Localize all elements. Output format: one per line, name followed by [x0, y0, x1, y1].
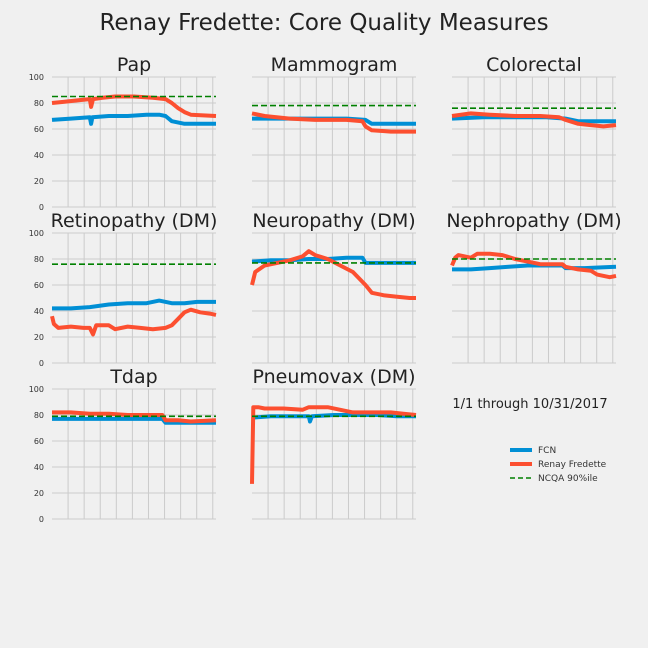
y-tick-label: 100	[29, 229, 44, 238]
chart-panels: 0 20 40 60 80 100 Pap Mammogram Colorectal 0 20 40 6…	[29, 54, 622, 524]
provider-series-line	[451, 111, 617, 129]
panel-title: Colorectal	[486, 54, 582, 76]
provider-series-line	[52, 410, 217, 424]
y-tick-label: 20	[34, 489, 44, 498]
fcn-series-line	[51, 112, 216, 126]
y-tick-label: 40	[34, 463, 44, 472]
panel-title: Tdap	[109, 366, 157, 388]
y-tick-label: 80	[34, 411, 44, 420]
y-tick-label: 40	[34, 151, 44, 160]
date-range-note: 1/1 through 10/31/2017	[452, 397, 607, 412]
panel-nephropathy-dm: Nephropathy (DM)	[446, 210, 622, 364]
y-tick-label: 80	[34, 99, 44, 108]
panel-retinopathy-dm: 0 20 40 60 80 100 Retinopathy (DM)	[29, 210, 218, 368]
y-tick-label: 100	[29, 385, 44, 394]
y-tick-label: 60	[34, 437, 44, 446]
y-tick-label: 60	[34, 125, 44, 134]
provider-series-line	[250, 405, 417, 484]
panel-neuropathy-dm: Neuropathy (DM)	[250, 210, 416, 364]
panel-title: Mammogram	[271, 54, 398, 76]
panel-colorectal: Colorectal	[451, 54, 617, 208]
panel-tdap: 0 20 40 60 80 100 Tdap	[29, 366, 217, 524]
provider-series-line	[51, 94, 217, 118]
panel-title: Neuropathy (DM)	[252, 210, 415, 232]
fcn-series-line	[52, 298, 216, 311]
provider-series-line	[250, 249, 416, 300]
y-tick-label: 0	[39, 203, 44, 212]
panel-title: Retinopathy (DM)	[51, 210, 218, 232]
y-tick-label: 40	[34, 307, 44, 316]
legend-label-fcn: FCN	[538, 446, 556, 456]
legend-label-ncqa: NCQA 90%ile	[538, 474, 598, 484]
panel-title: Pap	[117, 54, 151, 76]
figure-title: Renay Fredette: Core Quality Measures	[99, 10, 548, 36]
panel-title: Nephropathy (DM)	[446, 210, 621, 232]
y-tick-label: 100	[29, 73, 44, 82]
y-tick-label: 20	[34, 333, 44, 342]
panel-mammogram: Mammogram	[251, 54, 416, 208]
y-tick-label: 0	[39, 515, 44, 524]
y-tick-label: 80	[34, 255, 44, 264]
legend-label-provider: Renay Fredette	[538, 460, 607, 470]
provider-series-line	[50, 307, 217, 337]
y-tick-label: 60	[34, 281, 44, 290]
provider-series-line	[450, 251, 617, 280]
panel-pap: 0 20 40 60 80 100 Pap	[29, 54, 217, 212]
panel-pneumovax-dm: Pneumovax (DM)	[250, 366, 417, 520]
y-tick-label: 0	[39, 359, 44, 368]
chart-legend: FCN Renay Fredette NCQA 90%ile	[510, 446, 607, 484]
panel-title: Pneumovax (DM)	[252, 366, 415, 388]
y-tick-label: 20	[34, 177, 44, 186]
provider-series-line	[251, 111, 416, 134]
